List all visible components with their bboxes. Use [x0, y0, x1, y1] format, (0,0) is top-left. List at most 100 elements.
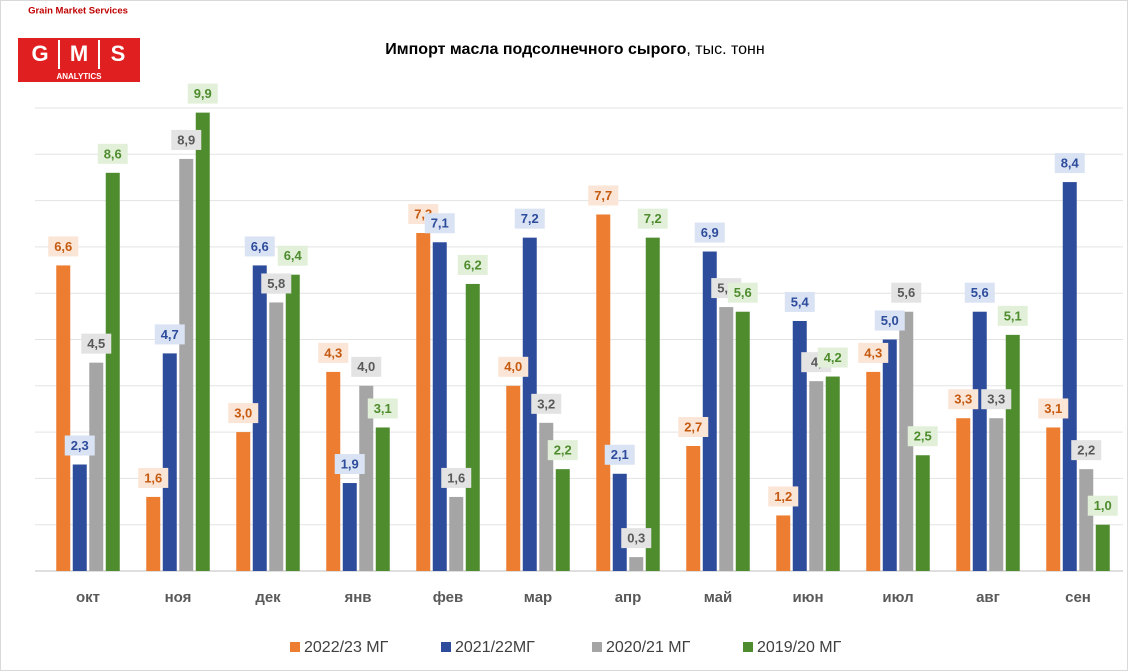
value-label-bg: [334, 454, 365, 475]
value-label-bg: [637, 208, 668, 229]
value-label-bg: [64, 435, 95, 456]
value-label: 3,1: [1044, 401, 1062, 416]
value-label: 4,3: [324, 345, 342, 360]
value-label-bg: [187, 83, 218, 104]
bar: [416, 233, 431, 571]
value-label-bg: [997, 305, 1028, 326]
bar: [825, 376, 840, 571]
logo-letter: S: [111, 41, 126, 66]
value-label: 4,7: [161, 327, 179, 342]
value-label-bg: [244, 236, 275, 257]
value-label: 6,4: [284, 248, 303, 263]
bar: [432, 242, 447, 571]
value-label-bg: [1038, 398, 1069, 419]
x-tick-label: сен: [1065, 589, 1091, 606]
x-tick-label: ноя: [165, 589, 192, 606]
value-label-bg: [138, 467, 169, 488]
value-label: 1,6: [447, 470, 465, 485]
value-label-bg: [1071, 440, 1102, 461]
value-label-bg: [531, 393, 562, 414]
value-label: 0,3: [627, 531, 645, 546]
bar: [506, 385, 521, 571]
bar: [612, 473, 627, 571]
bar: [105, 172, 120, 571]
value-label: 5,6: [734, 285, 752, 300]
value-label: 4,: [811, 355, 822, 370]
legend-label: 2021/22МГ: [455, 639, 535, 656]
value-label-bg: [604, 444, 635, 465]
value-label-bg: [768, 486, 799, 507]
value-label: 7,2: [644, 211, 662, 226]
value-label-bg: [621, 528, 652, 549]
value-label: 3,3: [987, 392, 1005, 407]
x-tick-label: янв: [344, 589, 371, 606]
legend-swatch: [441, 642, 451, 652]
value-label: 3,1: [374, 401, 392, 416]
value-label-bg: [784, 291, 815, 312]
value-label: 1,2: [774, 489, 792, 504]
value-label: 4,5: [87, 336, 105, 351]
value-label: 1,9: [341, 456, 359, 471]
value-label: 8,6: [104, 146, 122, 161]
value-label: 3,3: [954, 392, 972, 407]
value-label: 4,0: [504, 359, 522, 374]
value-label-bg: [457, 254, 488, 275]
bar: [1005, 334, 1020, 571]
bar: [629, 557, 644, 571]
value-label: 2,1: [611, 447, 629, 462]
value-label: 2,5: [914, 429, 932, 444]
bar: [465, 283, 480, 571]
value-label: 5,1: [1004, 308, 1022, 323]
bar: [989, 418, 1004, 571]
value-label: 6,9: [701, 225, 719, 240]
value-label-bg: [874, 310, 905, 331]
legend-swatch: [290, 642, 300, 652]
value-label-bg: [694, 222, 725, 243]
value-label-bg: [367, 398, 398, 419]
value-label-bg: [351, 356, 382, 377]
value-label: 9,9: [194, 86, 212, 101]
x-tick-label: июн: [792, 589, 823, 606]
x-tick-label: фев: [433, 589, 464, 606]
bar: [972, 311, 987, 571]
value-label-bg: [97, 143, 128, 164]
bar: [449, 496, 464, 571]
value-label: 1,0: [1094, 498, 1112, 513]
bar: [522, 237, 537, 571]
value-label-bg: [1087, 495, 1118, 516]
bar: [1079, 469, 1094, 571]
value-label-bg: [817, 347, 848, 368]
bar: [915, 455, 930, 571]
legend-swatch: [592, 642, 602, 652]
value-label-bg: [48, 236, 79, 257]
bar: [375, 427, 390, 571]
bar: [236, 432, 251, 571]
bar: [702, 251, 717, 571]
value-label: 5,0: [881, 313, 899, 328]
value-label-bg: [907, 426, 938, 447]
value-label: 4,3: [864, 345, 882, 360]
value-label: 2,3: [71, 438, 89, 453]
bar: [596, 214, 611, 572]
bar: [899, 311, 914, 571]
value-label-bg: [261, 273, 292, 294]
value-label-bg: [441, 467, 472, 488]
x-tick-label: авг: [976, 589, 1000, 606]
bar: [285, 274, 300, 571]
value-label: 7,7: [594, 188, 612, 203]
legend-label: 2020/21 МГ: [606, 639, 691, 656]
bar: [162, 353, 177, 571]
logo-strip: [18, 70, 140, 82]
bar: [342, 483, 357, 571]
bar: [776, 515, 791, 571]
value-label: 2,2: [554, 443, 572, 458]
value-label: 6,2: [464, 257, 482, 272]
bar: [719, 307, 734, 571]
value-label-bg: [318, 342, 349, 363]
bar: [326, 371, 341, 571]
bar: [735, 311, 750, 571]
value-label-bg: [228, 403, 259, 424]
value-label: 4,0: [357, 359, 375, 374]
bar: [195, 112, 210, 571]
